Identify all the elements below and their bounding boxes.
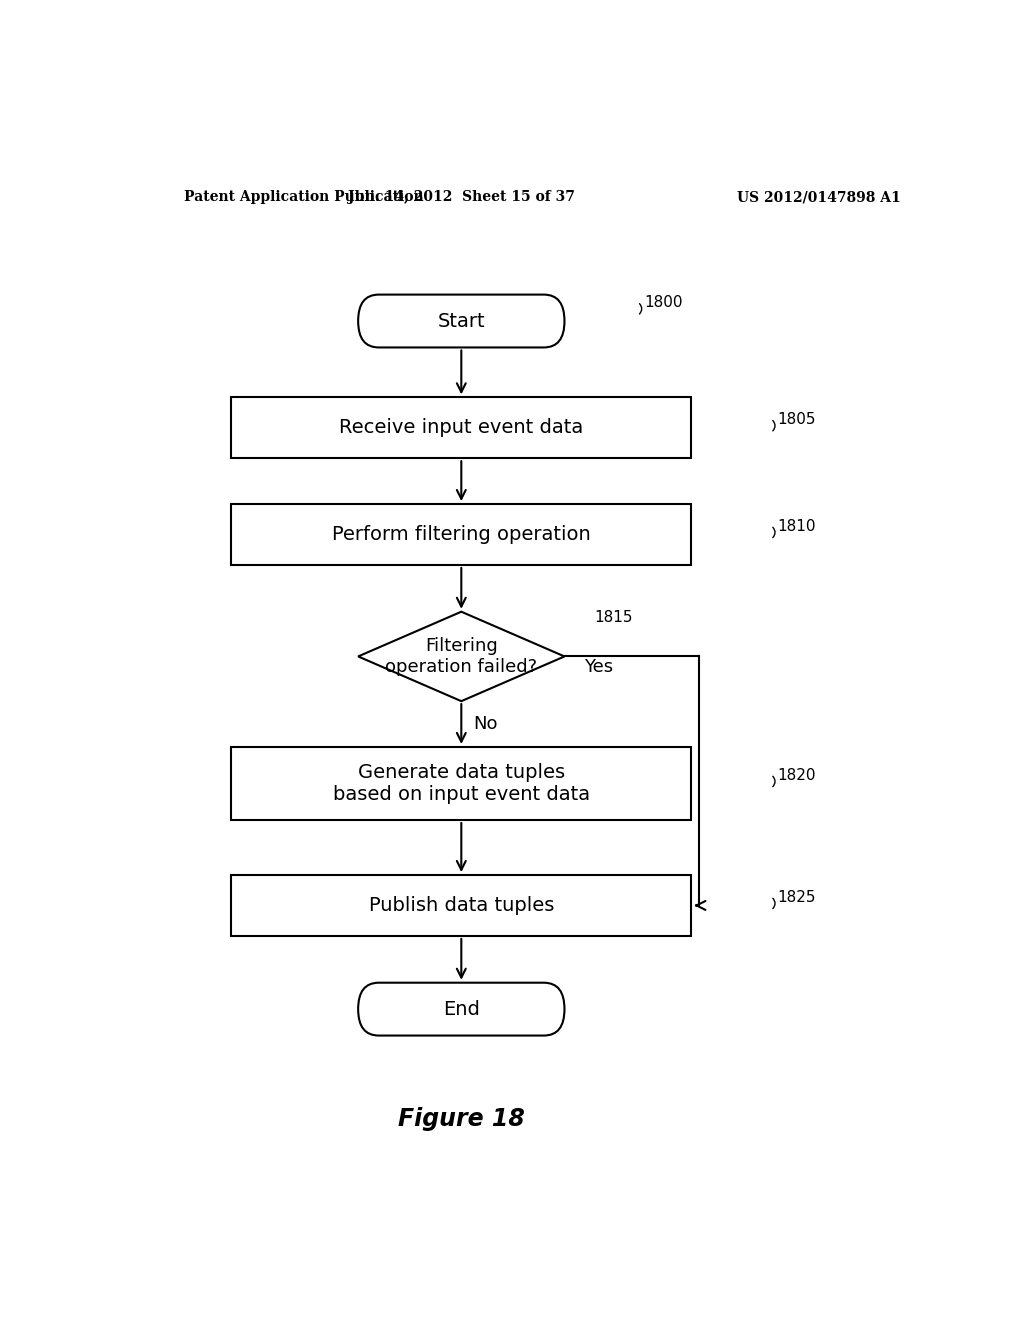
Bar bbox=[231, 397, 691, 458]
Text: Patent Application Publication: Patent Application Publication bbox=[183, 190, 423, 205]
Text: Jun. 14, 2012  Sheet 15 of 37: Jun. 14, 2012 Sheet 15 of 37 bbox=[348, 190, 574, 205]
Text: Perform filtering operation: Perform filtering operation bbox=[332, 525, 591, 544]
FancyBboxPatch shape bbox=[358, 294, 564, 347]
Text: Start: Start bbox=[437, 312, 485, 330]
Text: 1825: 1825 bbox=[777, 890, 816, 904]
Text: Filtering
operation failed?: Filtering operation failed? bbox=[385, 638, 538, 676]
Text: 1815: 1815 bbox=[595, 610, 633, 626]
Text: US 2012/0147898 A1: US 2012/0147898 A1 bbox=[736, 190, 900, 205]
Text: 1810: 1810 bbox=[777, 519, 816, 533]
Text: Figure 18: Figure 18 bbox=[398, 1107, 524, 1131]
Text: Yes: Yes bbox=[585, 657, 613, 676]
Text: 1800: 1800 bbox=[644, 296, 682, 310]
FancyBboxPatch shape bbox=[358, 982, 564, 1036]
Text: Receive input event data: Receive input event data bbox=[339, 418, 584, 437]
Bar bbox=[231, 504, 691, 565]
Text: Generate data tuples
based on input event data: Generate data tuples based on input even… bbox=[333, 763, 590, 804]
Text: No: No bbox=[473, 714, 498, 733]
Bar bbox=[231, 747, 691, 820]
Bar bbox=[231, 875, 691, 936]
Text: 1820: 1820 bbox=[777, 768, 816, 783]
Polygon shape bbox=[358, 611, 564, 701]
Text: Publish data tuples: Publish data tuples bbox=[369, 896, 554, 915]
Text: End: End bbox=[442, 999, 480, 1019]
Text: 1805: 1805 bbox=[777, 412, 816, 428]
